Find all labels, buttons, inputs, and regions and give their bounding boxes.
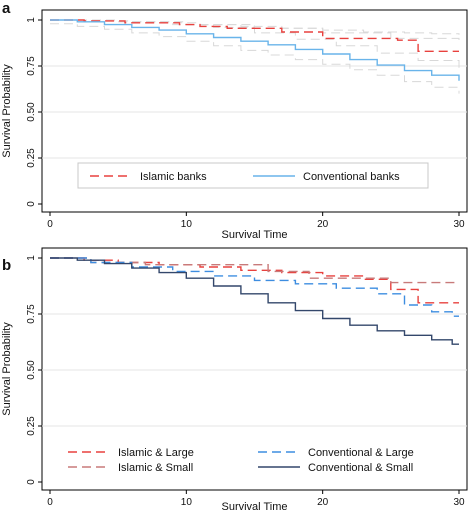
panel-b-legend-label-0: Islamic & Large xyxy=(118,447,194,459)
panel-b-ytick-label-1: 0.25 xyxy=(26,416,37,436)
panel-b-letter: b xyxy=(2,257,11,274)
panel-a-legend-label-1: Conventional banks xyxy=(303,171,400,183)
panel-b-series-conventional-large xyxy=(50,257,459,317)
panel-b-xtick-label-2: 20 xyxy=(317,497,329,508)
panel-a-xtick-label-2: 20 xyxy=(317,219,329,230)
panel-a-letter: a xyxy=(2,0,11,17)
panel-a-series-ci-band-5 xyxy=(50,19,460,68)
panel-b-y-axis-title: Survival Probability xyxy=(1,322,13,416)
panel-b-xtick-label-0: 0 xyxy=(47,497,53,508)
panel-a-ytick-label-3: 0.75 xyxy=(26,56,37,76)
panel-a-ytick-label-1: 0.25 xyxy=(26,148,37,168)
panel-b-ytick-label-2: 0.50 xyxy=(26,360,37,380)
panel-b-legend-label-1: Conventional & Large xyxy=(308,447,414,459)
panel-a-legend-label-0: Islamic banks xyxy=(140,171,207,183)
panel-b-x-axis-title: Survival Time xyxy=(221,501,287,513)
panel-b-legend-label-2: Islamic & Small xyxy=(118,462,193,474)
panel-b-plot-frame xyxy=(41,247,468,491)
panel-a-ytick-label-0: 0 xyxy=(26,201,37,207)
panel-a-ytick-label-4: 1 xyxy=(26,17,37,23)
panel-b-legend-label-3: Conventional & Small xyxy=(308,462,413,474)
panel-a-plot-frame xyxy=(41,9,468,213)
panel-a-series-ci-band-3 xyxy=(50,23,460,94)
panel-a-y-axis-title: Survival Probability xyxy=(1,64,13,158)
panel-b-ytick-label-0: 0 xyxy=(26,479,37,485)
panel-b-xtick-label-3: 30 xyxy=(453,497,465,508)
panel-a-x-axis-title: Survival Time xyxy=(221,229,287,241)
panel-b-series-islamic-large xyxy=(50,257,459,304)
panel-b-xtick-label-1: 10 xyxy=(181,497,193,508)
panel-a-series-islamic-banks xyxy=(50,19,459,52)
panel-b-series-conventional-small xyxy=(50,257,459,345)
panel-a-xtick-label-0: 0 xyxy=(47,219,53,230)
panel-b-ytick-label-4: 1 xyxy=(26,255,37,261)
panel-a-series-conventional-banks xyxy=(50,19,460,81)
panel-a-xtick-label-3: 30 xyxy=(453,219,465,230)
panel-a-ytick-label-2: 0.50 xyxy=(26,102,37,122)
panel-a-xtick-label-1: 10 xyxy=(181,219,193,230)
panel-b-ytick-label-3: 0.75 xyxy=(26,304,37,324)
